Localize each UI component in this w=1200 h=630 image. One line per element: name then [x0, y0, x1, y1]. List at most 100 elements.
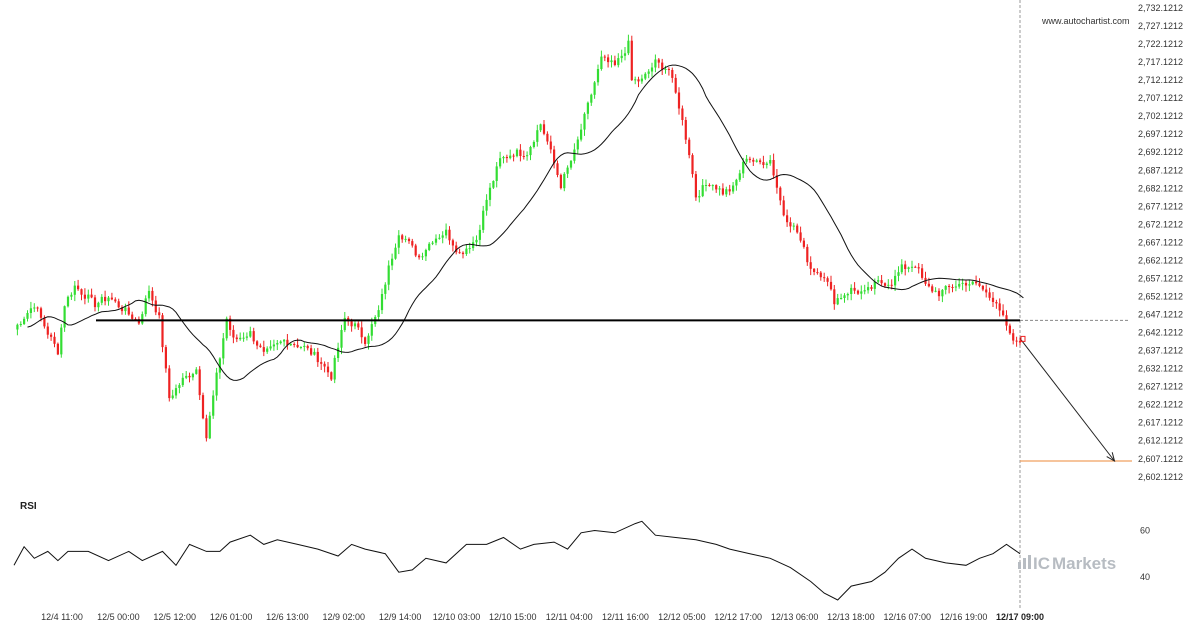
candle-body [607, 57, 610, 63]
candle-body [789, 222, 792, 227]
candle-body [272, 344, 275, 347]
candle-body [661, 62, 664, 70]
candle-body [455, 245, 458, 253]
candle-body [556, 163, 559, 175]
candle-body [512, 155, 515, 157]
candle-body [127, 307, 130, 315]
rsi-tick-label: 60 [1140, 526, 1150, 536]
candle-body [917, 267, 920, 269]
candle-body [603, 56, 606, 58]
last-candle-marker [1020, 335, 1026, 342]
candle-body [991, 297, 995, 302]
candle-body [178, 385, 181, 388]
candle-body [326, 366, 330, 373]
y-tick-label: 2,692.1212 [1138, 147, 1183, 157]
candle-body [407, 238, 411, 242]
candle-body [492, 181, 495, 188]
candle-body [600, 56, 603, 69]
candle-body [104, 296, 107, 302]
candle-body [613, 60, 616, 65]
x-tick-label: 12/13 06:00 [771, 612, 819, 622]
y-tick-label: 2,677.1212 [1138, 201, 1183, 211]
candle-body [448, 229, 451, 241]
y-tick-label: 2,707.1212 [1138, 93, 1183, 103]
candle-body [499, 158, 502, 167]
candle-body [174, 388, 178, 396]
candle-body [654, 59, 657, 68]
candle-body [718, 188, 721, 190]
candle-body [434, 238, 438, 243]
candle-body [674, 77, 677, 93]
candle-body [50, 334, 53, 337]
y-tick-label: 2,622.1212 [1138, 400, 1183, 410]
candle-body [198, 369, 201, 396]
x-tick-label: 12/9 14:00 [379, 612, 422, 622]
candle-body [580, 129, 583, 140]
candle-body [894, 275, 897, 286]
candle-body [640, 78, 643, 82]
candle-body [677, 92, 681, 109]
candle-body [245, 336, 248, 338]
candle-body [772, 160, 775, 176]
candle-body [819, 272, 822, 278]
candle-body [107, 297, 110, 302]
candle-body [320, 362, 323, 364]
y-tick-label: 2,632.1212 [1138, 364, 1183, 374]
candle-body [205, 418, 208, 439]
candle-body [364, 337, 367, 344]
candle-body [43, 317, 46, 327]
candle-body [775, 175, 778, 188]
candle-body [306, 345, 309, 349]
candle-body [907, 267, 910, 269]
candle-body [644, 73, 647, 79]
candle-body [971, 281, 974, 285]
candle-body [786, 215, 789, 223]
candle-body [502, 157, 505, 159]
y-tick-label: 2,607.1212 [1138, 454, 1183, 464]
candle-body [509, 155, 512, 159]
moving-average [27, 64, 1024, 381]
candle-body [701, 185, 704, 197]
candle-body [590, 94, 593, 103]
candle-body [519, 149, 522, 156]
candle-body [201, 395, 205, 419]
candle-body [954, 286, 957, 288]
x-tick-label: 12/9 02:00 [323, 612, 366, 622]
candle-body [391, 258, 394, 266]
x-tick-label: 12/10 15:00 [489, 612, 537, 622]
y-tick-label: 2,702.1212 [1138, 111, 1183, 121]
candle-body [485, 199, 488, 211]
candle-body [424, 250, 427, 257]
candle-body [276, 343, 279, 345]
candle-body [667, 69, 670, 70]
candle-body [850, 287, 853, 294]
candle-body [353, 323, 357, 327]
candle-body [60, 327, 63, 355]
candle-body [279, 341, 282, 344]
candle-body [671, 70, 674, 78]
y-tick-label: 2,682.1212 [1138, 183, 1183, 193]
candle-body [688, 139, 691, 156]
candle-body [414, 245, 417, 256]
candle-body [421, 256, 424, 258]
candle-body [337, 347, 340, 358]
candle-body [269, 346, 272, 349]
candle-body [610, 60, 613, 63]
candle-body [964, 282, 968, 286]
candle-body [225, 318, 228, 339]
candle-body [195, 369, 198, 374]
candle-body [222, 338, 225, 359]
x-tick-label: 12/5 00:00 [97, 612, 140, 622]
candle-body [293, 344, 296, 345]
candle-body [63, 306, 66, 328]
x-tick-label: 12/13 18:00 [827, 612, 875, 622]
candle-body [748, 158, 751, 160]
x-tick-label: 12/4 11:00 [41, 612, 83, 622]
candle-body [289, 344, 292, 346]
brand-name: Markets [1052, 554, 1116, 573]
candle-body [877, 280, 880, 282]
candle-body [759, 160, 762, 163]
rsi-line [13, 520, 1021, 601]
y-tick-label: 2,727.1212 [1138, 21, 1183, 31]
candle-body [843, 295, 846, 298]
